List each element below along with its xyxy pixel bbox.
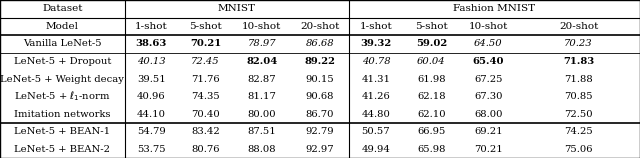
Text: 39.32: 39.32	[360, 39, 392, 48]
Text: 5-shot: 5-shot	[189, 22, 222, 31]
Text: 54.79: 54.79	[137, 127, 166, 136]
Text: 62.18: 62.18	[417, 92, 445, 101]
Text: 44.10: 44.10	[137, 110, 166, 119]
Text: 1-shot: 1-shot	[360, 22, 392, 31]
Text: 59.02: 59.02	[416, 39, 447, 48]
Text: 53.75: 53.75	[137, 145, 166, 154]
Text: 72.50: 72.50	[564, 110, 593, 119]
Text: 81.17: 81.17	[247, 92, 276, 101]
Text: 82.87: 82.87	[248, 75, 276, 83]
Text: 20-shot: 20-shot	[300, 22, 339, 31]
Text: 83.42: 83.42	[191, 127, 220, 136]
Text: 72.45: 72.45	[191, 57, 220, 66]
Text: MNIST: MNIST	[218, 4, 256, 13]
Text: 65.40: 65.40	[472, 57, 504, 66]
Text: 70.40: 70.40	[191, 110, 220, 119]
Text: 64.50: 64.50	[474, 39, 502, 48]
Text: 44.80: 44.80	[362, 110, 390, 119]
Text: 5-shot: 5-shot	[415, 22, 448, 31]
Text: 89.22: 89.22	[304, 57, 335, 66]
Text: 87.51: 87.51	[248, 127, 276, 136]
Text: 92.97: 92.97	[305, 145, 334, 154]
Text: 80.00: 80.00	[248, 110, 276, 119]
Text: LeNet-5 + Dropout: LeNet-5 + Dropout	[13, 57, 111, 66]
Text: 69.21: 69.21	[474, 127, 502, 136]
Text: 68.00: 68.00	[474, 110, 502, 119]
Text: 74.25: 74.25	[564, 127, 593, 136]
Text: 75.06: 75.06	[564, 145, 593, 154]
Text: 50.57: 50.57	[362, 127, 390, 136]
Text: 86.70: 86.70	[305, 110, 334, 119]
Text: 71.88: 71.88	[564, 75, 593, 83]
Text: 90.68: 90.68	[305, 92, 334, 101]
Text: 70.23: 70.23	[564, 39, 593, 48]
Text: Model: Model	[46, 22, 79, 31]
Text: 88.08: 88.08	[248, 145, 276, 154]
Text: LeNet-5 + Weight decay: LeNet-5 + Weight decay	[1, 75, 124, 83]
Text: 82.04: 82.04	[246, 57, 277, 66]
Text: 70.21: 70.21	[190, 39, 221, 48]
Text: 40.96: 40.96	[137, 92, 166, 101]
Text: 10-shot: 10-shot	[242, 22, 282, 31]
Text: 40.13: 40.13	[137, 57, 166, 66]
Text: 66.95: 66.95	[417, 127, 445, 136]
Text: 71.76: 71.76	[191, 75, 220, 83]
Text: 71.83: 71.83	[563, 57, 594, 66]
Text: LeNet-5 + BEAN-1: LeNet-5 + BEAN-1	[14, 127, 111, 136]
Text: 10-shot: 10-shot	[468, 22, 508, 31]
Text: Fashion MNIST: Fashion MNIST	[453, 4, 536, 13]
Text: 92.79: 92.79	[305, 127, 334, 136]
Text: Vanilla LeNet-5: Vanilla LeNet-5	[23, 39, 102, 48]
Text: 62.10: 62.10	[417, 110, 445, 119]
Text: 38.63: 38.63	[136, 39, 167, 48]
Text: LeNet-5 + BEAN-2: LeNet-5 + BEAN-2	[15, 145, 111, 154]
Text: 70.85: 70.85	[564, 92, 593, 101]
Text: 65.98: 65.98	[417, 145, 445, 154]
Text: 1-shot: 1-shot	[135, 22, 168, 31]
Text: 90.15: 90.15	[305, 75, 334, 83]
Text: 40.78: 40.78	[362, 57, 390, 66]
Text: 61.98: 61.98	[417, 75, 445, 83]
Text: 86.68: 86.68	[305, 39, 334, 48]
Text: 39.51: 39.51	[137, 75, 166, 83]
Text: 41.26: 41.26	[362, 92, 390, 101]
Text: 78.97: 78.97	[248, 39, 276, 48]
Text: Imitation networks: Imitation networks	[14, 110, 111, 119]
Text: LeNet-5 + $\ell_1$-norm: LeNet-5 + $\ell_1$-norm	[14, 90, 111, 103]
Text: 49.94: 49.94	[362, 145, 390, 154]
Text: 60.04: 60.04	[417, 57, 445, 66]
Text: 70.21: 70.21	[474, 145, 502, 154]
Text: Dataset: Dataset	[42, 4, 83, 13]
Text: 41.31: 41.31	[362, 75, 390, 83]
Text: 20-shot: 20-shot	[559, 22, 598, 31]
Text: 67.30: 67.30	[474, 92, 502, 101]
Text: 80.76: 80.76	[191, 145, 220, 154]
Text: 67.25: 67.25	[474, 75, 502, 83]
Text: 74.35: 74.35	[191, 92, 220, 101]
